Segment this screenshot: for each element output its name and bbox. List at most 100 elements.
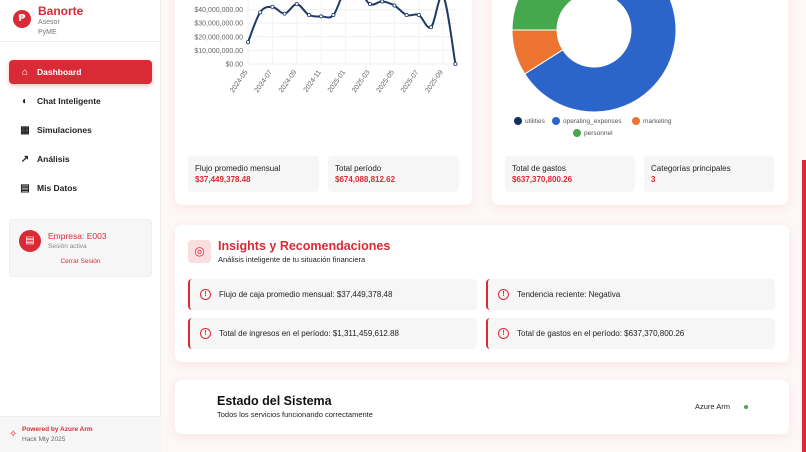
data-point xyxy=(282,11,287,16)
insights-card: ◎ Insights y Recomendaciones Análisis in… xyxy=(175,225,789,362)
legend-swatch xyxy=(632,117,640,125)
sidebar-item-simulaciones[interactable]: ▦ Simulaciones xyxy=(9,118,152,142)
legend-item[interactable]: utilities xyxy=(514,117,545,125)
stat-label: Total período xyxy=(335,164,382,173)
data-point xyxy=(428,25,433,30)
insights-title: Insights y Recomendaciones xyxy=(218,239,391,253)
powered-by: Powered by Azure Arm xyxy=(22,426,93,433)
insights-subtitle: Análisis inteligente de tu situación fin… xyxy=(218,255,366,264)
nav-label: Análisis xyxy=(37,154,70,164)
y-tick-label: $40,000,000.00 xyxy=(194,7,243,14)
nav-label: Mis Datos xyxy=(37,183,78,193)
legend-swatch xyxy=(514,117,522,125)
legend-item[interactable]: marketing xyxy=(632,117,672,125)
x-tick-label: 2025-07 xyxy=(400,69,421,94)
nav-label: Simulaciones xyxy=(37,125,92,135)
stat-value: $637,370,800.26 xyxy=(512,175,573,184)
alert-circle-icon: ! xyxy=(200,328,211,339)
alert-circle-icon: ! xyxy=(498,289,509,300)
insight-text: Tendencia reciente: Negativa xyxy=(517,290,621,299)
stat-value: $37,449,378.48 xyxy=(195,175,251,184)
x-tick-label: 2024-05 xyxy=(229,69,250,94)
stat-avg-flow: Flujo promedio mensual $37,449,378.48 xyxy=(188,156,319,192)
sidebar-item-mis-datos[interactable]: ▤ Mis Datos xyxy=(9,176,152,200)
brand-header: ₱ Banorte Asesor PyME xyxy=(0,0,160,42)
sidebar-item-chat[interactable]: ◐ Chat Inteligente xyxy=(9,89,152,113)
y-tick-label: $0.00 xyxy=(225,62,243,69)
brain-icon: ◐ xyxy=(21,95,29,107)
system-subtitle: Todos los servicios funcionando correcta… xyxy=(217,410,373,419)
calculator-icon: ▦ xyxy=(20,124,30,136)
insight-item: ! Flujo de caja promedio mensual: $37,449… xyxy=(188,279,477,310)
insight-text: Total de gastos en el período: $637,370,… xyxy=(517,329,685,338)
insight-text: Flujo de caja promedio mensual: $37,449,… xyxy=(219,290,393,299)
brand-name: Banorte xyxy=(38,4,84,18)
company-panel: ▤ Empresa: E003 Sesión activa Cerrar Ses… xyxy=(9,219,152,277)
x-tick-label: 2024-11 xyxy=(303,69,323,94)
stat-value: $674,088,812.62 xyxy=(335,175,396,184)
legend-swatch xyxy=(573,129,581,137)
y-tick-label: $20,000,000.00 xyxy=(194,34,243,41)
company-name: Empresa: E003 xyxy=(48,231,107,241)
x-tick-label: 2025-03 xyxy=(351,69,372,94)
sparkle-icon: ✧ xyxy=(9,429,18,440)
x-tick-label: 2025-09 xyxy=(424,69,445,94)
x-tick-label: 2025-05 xyxy=(376,69,397,94)
expenses-card: utilities operating_expenses marketing p… xyxy=(492,0,788,205)
stat-label: Categorías principales xyxy=(651,164,731,173)
sidebar-item-dashboard[interactable]: ⌂ Dashboard xyxy=(9,60,152,84)
data-point xyxy=(270,4,275,9)
data-point xyxy=(380,0,385,4)
data-point xyxy=(294,2,299,7)
stat-total-expenses: Total de gastos $637,370,800.26 xyxy=(505,156,635,192)
trending-up-icon: ↗ xyxy=(20,153,30,165)
stat-value: 3 xyxy=(651,175,656,184)
expenses-donut-chart xyxy=(511,0,677,113)
stat-label: Flujo promedio mensual xyxy=(195,164,281,173)
data-point xyxy=(258,10,263,15)
building-icon: ▤ xyxy=(20,182,30,194)
banorte-logo-icon: ₱ xyxy=(13,10,31,28)
system-status-card: Estado del Sistema Todos los servicios f… xyxy=(175,380,789,434)
nav-label: Dashboard xyxy=(37,67,82,77)
legend-item[interactable]: personnel xyxy=(573,129,613,137)
cashflow-line-chart: $0.00 $10,000,000.00 $20,000,000.00 $30,000… xyxy=(194,0,458,94)
donut-slice-operating_expenses xyxy=(524,0,677,113)
scrollbar[interactable] xyxy=(802,160,806,452)
data-point xyxy=(404,13,409,18)
legend-item[interactable]: operating_expenses xyxy=(552,117,622,125)
building-icon: ▤ xyxy=(19,230,41,252)
x-tick-label: 2024-09 xyxy=(278,69,299,94)
legend-label: marketing xyxy=(643,117,672,125)
home-icon: ⌂ xyxy=(21,66,29,78)
x-tick-label: 2025-01 xyxy=(327,69,348,94)
insight-text: Total de ingresos en el período: $1,311,… xyxy=(219,329,399,338)
alert-circle-icon: ! xyxy=(200,289,211,300)
provider-name: Azure Arm xyxy=(695,402,731,411)
cashflow-card: $0.00 $10,000,000.00 $20,000,000.00 $30,000… xyxy=(175,0,472,205)
insight-item: ! Total de gastos en el período: $637,370… xyxy=(486,318,775,349)
target-icon: ◎ xyxy=(188,240,211,263)
system-title: Estado del Sistema xyxy=(217,394,332,408)
insight-item: ! Total de ingresos en el período: $1,311… xyxy=(188,318,477,349)
data-point xyxy=(331,13,336,18)
data-point xyxy=(319,14,324,19)
stat-total-period: Total período $674,088,812.62 xyxy=(328,156,459,192)
logout-button[interactable]: Cerrar Sesión xyxy=(60,258,101,265)
brand-sub1: Asesor xyxy=(38,19,60,26)
legend-swatch xyxy=(552,117,560,125)
data-point xyxy=(306,13,311,18)
data-point xyxy=(416,13,421,18)
status-dot xyxy=(744,405,748,409)
event-name: Hack Mty 2025 xyxy=(22,436,66,443)
data-point xyxy=(392,3,397,8)
stat-label: Total de gastos xyxy=(512,164,566,173)
insight-item: ! Tendencia reciente: Negativa xyxy=(486,279,775,310)
x-tick-label: 2024-07 xyxy=(254,69,275,94)
legend-label: utilities xyxy=(525,117,545,125)
data-point xyxy=(453,62,458,67)
stat-categories: Categorías principales 3 xyxy=(644,156,774,192)
session-status: Sesión activa xyxy=(48,243,87,250)
legend-label: operating_expenses xyxy=(563,117,622,125)
sidebar-item-analisis[interactable]: ↗ Análisis xyxy=(9,147,152,171)
